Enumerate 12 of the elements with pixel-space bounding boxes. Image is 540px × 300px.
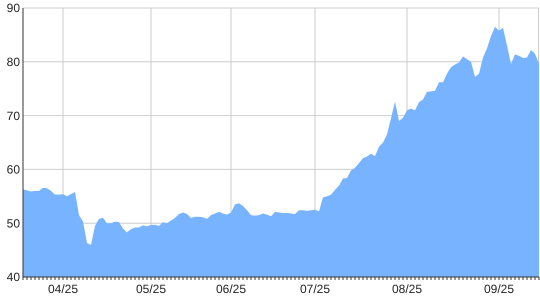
y-tick-label: 70 <box>6 108 20 123</box>
y-tick-label: 80 <box>6 55 20 69</box>
y-tick-label: 50 <box>6 216 20 230</box>
y-tick-label: 60 <box>6 162 20 177</box>
x-tick-label: 07/25 <box>300 282 330 296</box>
x-tick-label: 09/25 <box>484 282 514 296</box>
x-tick-label: 05/25 <box>136 282 166 296</box>
y-tick-label: 40 <box>6 270 20 284</box>
x-tick-label: 08/25 <box>392 282 422 296</box>
x-tick-label: 04/25 <box>48 282 78 296</box>
x-tick-label: 06/25 <box>216 282 246 296</box>
y-tick-label: 90 <box>6 1 20 16</box>
